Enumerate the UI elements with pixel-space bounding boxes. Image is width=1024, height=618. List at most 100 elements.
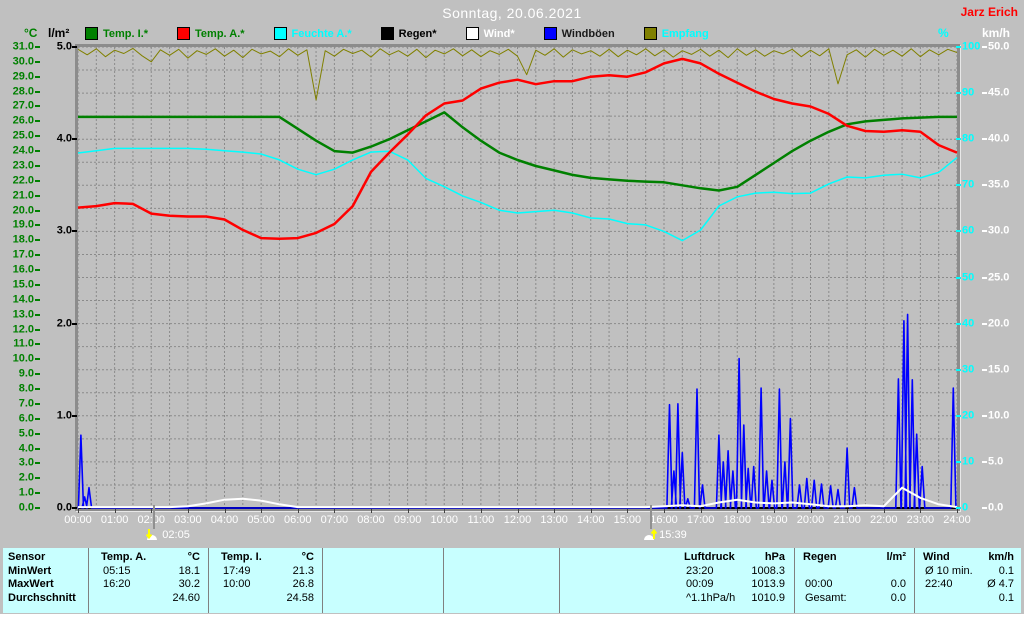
- legend-color-swatch: [177, 27, 191, 40]
- y-axis-tick-label: 6.0: [18, 412, 34, 425]
- table-column-name: Temp. A.: [101, 551, 147, 563]
- table-cell-time: 22:40: [925, 578, 953, 590]
- y-axis-tick: [982, 184, 987, 187]
- page-title: Sonntag, 20.06.2021: [442, 5, 582, 21]
- table-cell-value: 0.1: [998, 565, 1014, 577]
- y-axis-tick: [956, 46, 961, 48]
- table-row-header: Durchschnitt: [8, 592, 76, 604]
- x-axis-tick: [664, 509, 665, 513]
- y-axis-tick-label: 13.0: [12, 308, 34, 321]
- marker-time-label: 02:05: [162, 528, 190, 541]
- table-cell-value: 0.0: [890, 592, 906, 604]
- y-axis-tick: [982, 92, 987, 95]
- table-column-separator: [208, 548, 209, 613]
- marker-tick: [153, 505, 156, 529]
- y-axis-tick: [72, 414, 77, 417]
- y-axis-tick: [35, 388, 40, 391]
- y-axis-tick-label: 18.0: [12, 233, 34, 246]
- y-axis-tick: [35, 269, 40, 272]
- y-axis-tick: [956, 368, 961, 371]
- table-cell-time: 16:20: [103, 578, 131, 590]
- table-column-unit: hPa: [764, 551, 785, 563]
- y-axis-tick-label: 40.0: [988, 132, 1010, 145]
- x-axis-tick-label: 15:00: [613, 514, 642, 526]
- legend-item: Regen*: [380, 27, 437, 40]
- y-axis-tick: [35, 164, 40, 167]
- marker-tick: [650, 505, 653, 529]
- y-axis-tick-label: 8.0: [18, 382, 34, 395]
- y-axis-tick: [35, 120, 40, 123]
- y-axis-tick: [35, 105, 40, 108]
- table-column-separator: [794, 548, 795, 613]
- x-axis-tick-label: 00:00: [64, 514, 92, 526]
- y-axis-tick: [956, 414, 961, 417]
- table-column-separator: [914, 548, 915, 613]
- y-axis-tick: [35, 224, 40, 227]
- y-axis-tick: [956, 184, 961, 187]
- x-axis-tick: [957, 509, 958, 513]
- x-axis-tick: [151, 509, 153, 513]
- y-axis-tick-label: 16.0: [12, 263, 34, 276]
- x-axis-tick: [773, 509, 775, 513]
- series-line-windben: [77, 313, 957, 509]
- x-axis-tick: [78, 509, 79, 513]
- y-axis-tick: [35, 75, 40, 78]
- legend-label: Empfang: [661, 27, 709, 40]
- table-cell-time: 17:49: [223, 565, 251, 577]
- legend-item: Wind*: [465, 27, 515, 40]
- y-axis-tick-label: 5.0: [56, 40, 72, 53]
- x-axis-tick-label: 03:00: [174, 514, 202, 526]
- y-axis-tick: [35, 447, 40, 450]
- x-axis-tick-label: 16:00: [650, 514, 678, 526]
- x-axis-tick: [517, 509, 519, 513]
- table-column-unit: km/h: [988, 551, 1014, 563]
- x-axis-tick: [224, 509, 226, 513]
- temp-axis-unit: °C: [24, 26, 38, 40]
- series-line-wind: [78, 486, 958, 509]
- y-axis-tick-label: 4.0: [18, 442, 34, 455]
- y-axis-tick: [982, 368, 987, 371]
- table-column-unit: l/m²: [886, 551, 906, 563]
- table-cell-value: 1013.9: [751, 578, 785, 590]
- y-axis-tick-label: 14.0: [12, 293, 34, 306]
- x-axis-tick: [847, 509, 849, 513]
- table-cell-time: 05:15: [103, 565, 131, 577]
- y-axis-tick-label: 11.0: [13, 337, 34, 350]
- y-axis-tick-label: 30.0: [988, 224, 1010, 237]
- table-cell-value: 0.0: [890, 578, 906, 590]
- series-line-tempi: [78, 111, 957, 192]
- x-axis-tick-label: 08:00: [357, 514, 385, 526]
- marker-time-label: 15:39: [659, 528, 687, 541]
- y-axis-tick-label: 31.0: [12, 40, 34, 53]
- y-axis-tick-label: 25.0: [12, 129, 34, 142]
- y-axis-tick-label: 26.0: [12, 114, 34, 127]
- legend-label: Wind*: [483, 27, 515, 40]
- table-column-unit: °C: [301, 551, 314, 563]
- x-axis-tick-label: 18:00: [723, 514, 752, 526]
- y-axis-tick: [35, 283, 40, 286]
- x-axis-tick-label: 06:00: [283, 514, 312, 526]
- y-axis-tick: [956, 322, 961, 325]
- x-axis-tick-label: 10:00: [430, 514, 459, 526]
- y-axis-tick: [35, 135, 40, 138]
- table-cell-value: 18.1: [178, 565, 200, 577]
- y-axis-tick-label: 29.0: [12, 70, 34, 83]
- x-axis-tick: [334, 509, 336, 513]
- table-cell-time: Ø 10 min.: [925, 565, 973, 577]
- y-axis-tick-label: 21.0: [12, 189, 34, 202]
- y-axis-tick-label: 19.0: [12, 218, 34, 231]
- y-axis-tick: [35, 90, 40, 93]
- table-cell-time: 00:09: [686, 578, 714, 590]
- table-cell-value: 1008.3: [751, 565, 785, 577]
- legend-label: Regen*: [398, 27, 437, 40]
- y-axis-tick-label: 27.0: [12, 99, 34, 112]
- y-axis-tick: [982, 46, 987, 48]
- y-axis-tick: [35, 373, 40, 376]
- y-axis-tick-label: 0: [962, 501, 969, 514]
- y-axis-tick-label: 40: [962, 317, 975, 330]
- y-axis-tick: [982, 322, 987, 325]
- table-column-separator: [559, 548, 560, 613]
- y-axis-tick: [982, 507, 987, 509]
- y-axis-tick: [35, 46, 40, 48]
- y-axis-tick: [35, 179, 40, 182]
